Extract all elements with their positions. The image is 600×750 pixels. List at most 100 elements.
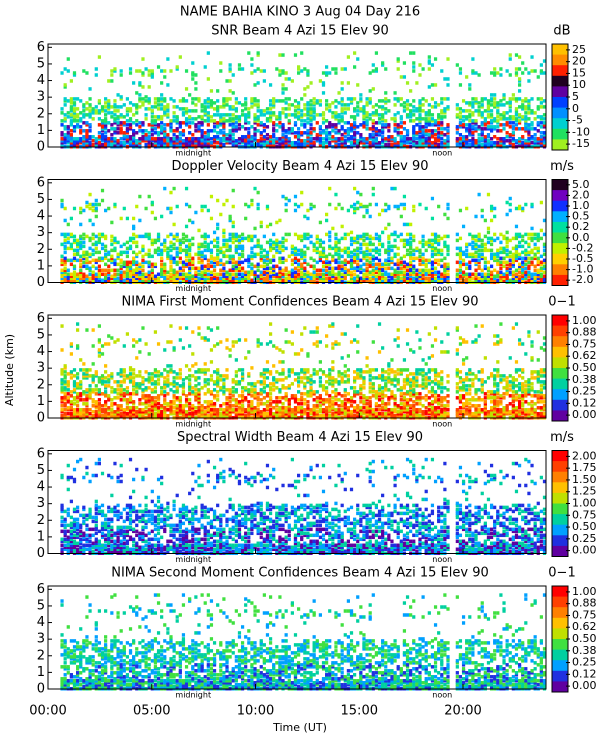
echo-texture [188, 139, 192, 143]
echo-texture [135, 141, 139, 145]
echo-texture [461, 139, 466, 143]
echo-texture [76, 414, 80, 418]
echo-texture [353, 236, 357, 241]
echo-texture [128, 274, 133, 279]
echo-texture [284, 97, 288, 101]
echo-texture [334, 232, 338, 237]
echo-texture [150, 69, 154, 73]
echo-texture [368, 262, 372, 267]
echo-texture [85, 204, 89, 209]
echo-texture [272, 101, 276, 105]
echo-texture [368, 278, 372, 283]
echo-texture [128, 137, 133, 141]
echo-texture [144, 206, 148, 211]
echo-texture [119, 414, 123, 418]
echo-texture [225, 238, 229, 243]
colorbar-swatch [552, 44, 568, 56]
echo-texture [443, 77, 447, 81]
echo-texture [297, 105, 301, 109]
echo-texture [188, 248, 192, 253]
echo-texture [517, 79, 522, 83]
echo-texture [455, 268, 459, 273]
echo-texture [153, 137, 158, 141]
echo-texture [446, 234, 450, 239]
echo-texture [468, 109, 472, 113]
echo-texture [212, 230, 217, 235]
echo-texture [228, 238, 232, 243]
echo-texture [343, 135, 347, 139]
echo-texture [396, 127, 400, 131]
echo-texture [135, 268, 139, 273]
echo-texture [125, 260, 130, 265]
echo-texture [306, 101, 310, 105]
echo-texture [542, 278, 547, 283]
echo-texture [365, 262, 369, 267]
colorbar-tick-label: -5 [572, 114, 583, 127]
echo-texture [393, 97, 397, 101]
echo-texture [156, 238, 161, 243]
echo-texture [250, 97, 254, 101]
echo-texture [281, 129, 285, 133]
echo-texture [542, 71, 547, 75]
echo-texture [76, 97, 80, 101]
echo-texture [150, 240, 154, 245]
echo-texture [175, 117, 179, 121]
echo-texture [278, 218, 282, 223]
echo-texture [539, 69, 543, 73]
echo-texture [359, 192, 363, 197]
echo-texture [480, 244, 484, 249]
echo-texture [468, 119, 472, 123]
echo-texture [141, 123, 145, 127]
echo-texture [138, 272, 142, 277]
echo-texture [88, 113, 92, 117]
echo-texture [486, 266, 491, 271]
echo-texture [178, 274, 182, 279]
echo-texture [281, 125, 285, 129]
echo-texture [474, 101, 478, 105]
echo-texture [337, 260, 341, 265]
echo-texture [524, 240, 528, 245]
echo-texture [455, 260, 459, 265]
echo-texture [234, 232, 238, 237]
echo-texture [197, 278, 201, 283]
echo-texture [197, 268, 201, 273]
echo-texture [499, 266, 503, 271]
echo-texture [122, 250, 126, 255]
echo-texture [477, 232, 481, 237]
echo-texture [247, 274, 251, 279]
echo-texture [206, 248, 210, 253]
echo-texture [268, 242, 273, 247]
echo-texture [119, 412, 123, 416]
echo-texture [318, 278, 322, 283]
echo-texture [331, 276, 335, 281]
echo-texture [175, 141, 179, 145]
echo-texture [107, 258, 111, 263]
echo-texture [100, 135, 105, 139]
echo-texture [110, 242, 114, 247]
echo-texture [399, 131, 403, 135]
echo-texture [197, 139, 201, 143]
echo-texture [237, 244, 242, 249]
echo-texture [328, 137, 332, 141]
echo-texture [160, 81, 164, 85]
echo-texture [303, 139, 307, 143]
echo-texture [349, 250, 354, 255]
echo-texture [343, 248, 347, 253]
echo-texture [60, 111, 64, 115]
echo-texture [94, 109, 98, 113]
echo-texture [132, 278, 136, 283]
echo-texture [328, 202, 332, 207]
echo-texture [321, 274, 326, 279]
echo-texture [60, 274, 64, 279]
echo-texture [461, 412, 466, 416]
echo-texture [63, 272, 67, 277]
echo-texture [88, 115, 92, 119]
echo-texture [135, 270, 139, 275]
echo-texture [421, 258, 425, 263]
colorbar-tick-label: -0.5 [572, 252, 593, 265]
echo-texture [465, 135, 469, 139]
echo-texture [399, 97, 403, 101]
echo-texture [138, 125, 142, 129]
echo-texture [265, 278, 270, 283]
echo-texture [312, 258, 316, 263]
